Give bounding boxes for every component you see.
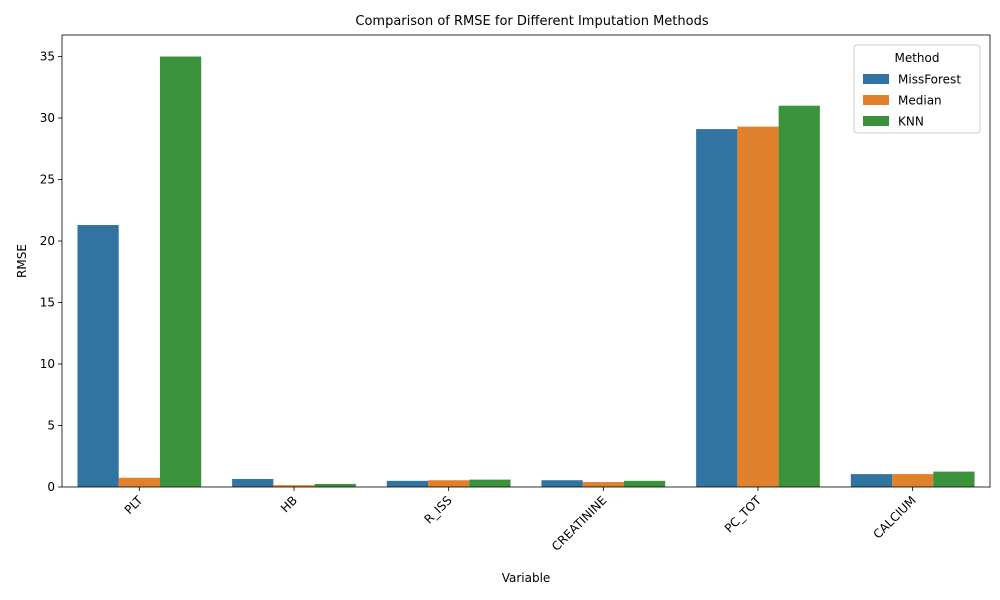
y-tick-label: 0	[47, 480, 55, 494]
x-tick-label: R_ISS	[421, 493, 454, 526]
plot-frame	[61, 34, 991, 488]
y-tick-label: 30	[40, 111, 55, 125]
x-tick-label: PC_TOT	[722, 493, 765, 536]
bar-median-creatinine	[582, 482, 624, 487]
bar-missforest-hb	[232, 479, 274, 487]
x-tick-label: CALCIUM	[870, 493, 918, 541]
bar-knn-hb	[314, 483, 356, 487]
x-tick-label: CREATININE	[549, 493, 609, 553]
x-axis: PLT HB R_ISS CREATININE PC_TOT CALCIUM	[122, 487, 919, 554]
bar-knn-r_iss	[469, 479, 511, 487]
legend-swatch-missforest	[863, 74, 889, 84]
x-tick-label: PLT	[122, 493, 146, 517]
chart-title: Comparison of RMSE for Different Imputat…	[355, 14, 708, 29]
y-tick-label: 5	[47, 419, 55, 433]
bar-missforest-calcium	[850, 474, 893, 487]
legend-label-missforest: MissForest	[898, 73, 961, 87]
y-tick-label: 10	[40, 357, 55, 371]
bar-median-plt	[118, 477, 160, 487]
y-tick-label: 35	[40, 50, 55, 64]
x-tick-label: HB	[278, 493, 300, 515]
legend-swatch-median	[863, 95, 889, 105]
bar-knn-creatinine	[623, 480, 666, 487]
bar-median-hb	[273, 485, 315, 487]
legend-swatch-knn	[863, 116, 889, 126]
y-axis-label: RMSE	[15, 244, 29, 278]
bar-median-r_iss	[428, 480, 470, 487]
bar-missforest-creatinine	[541, 480, 583, 487]
bar-missforest-plt	[77, 225, 119, 488]
y-axis: 0 5 10 15 20 25 30 35	[40, 50, 62, 494]
y-tick-label: 15	[40, 296, 55, 310]
legend-label-knn: KNN	[898, 115, 924, 129]
bar-missforest-r_iss	[386, 480, 429, 487]
bars-group	[77, 56, 975, 488]
bar-median-calcium	[892, 474, 934, 487]
bar-median-pc_tot	[737, 126, 779, 487]
legend: Method MissForest Median KNN	[853, 44, 981, 134]
bar-knn-plt	[159, 56, 202, 488]
y-tick-label: 20	[40, 234, 55, 248]
bar-knn-calcium	[933, 471, 975, 487]
y-tick-label: 25	[40, 173, 55, 187]
bar-knn-pc_tot	[778, 105, 820, 488]
legend-box	[853, 44, 981, 134]
x-axis-label: Variable	[502, 571, 551, 585]
legend-label-median: Median	[898, 94, 942, 108]
legend-title: Method	[894, 51, 939, 65]
bar-missforest-pc_tot	[696, 129, 738, 488]
